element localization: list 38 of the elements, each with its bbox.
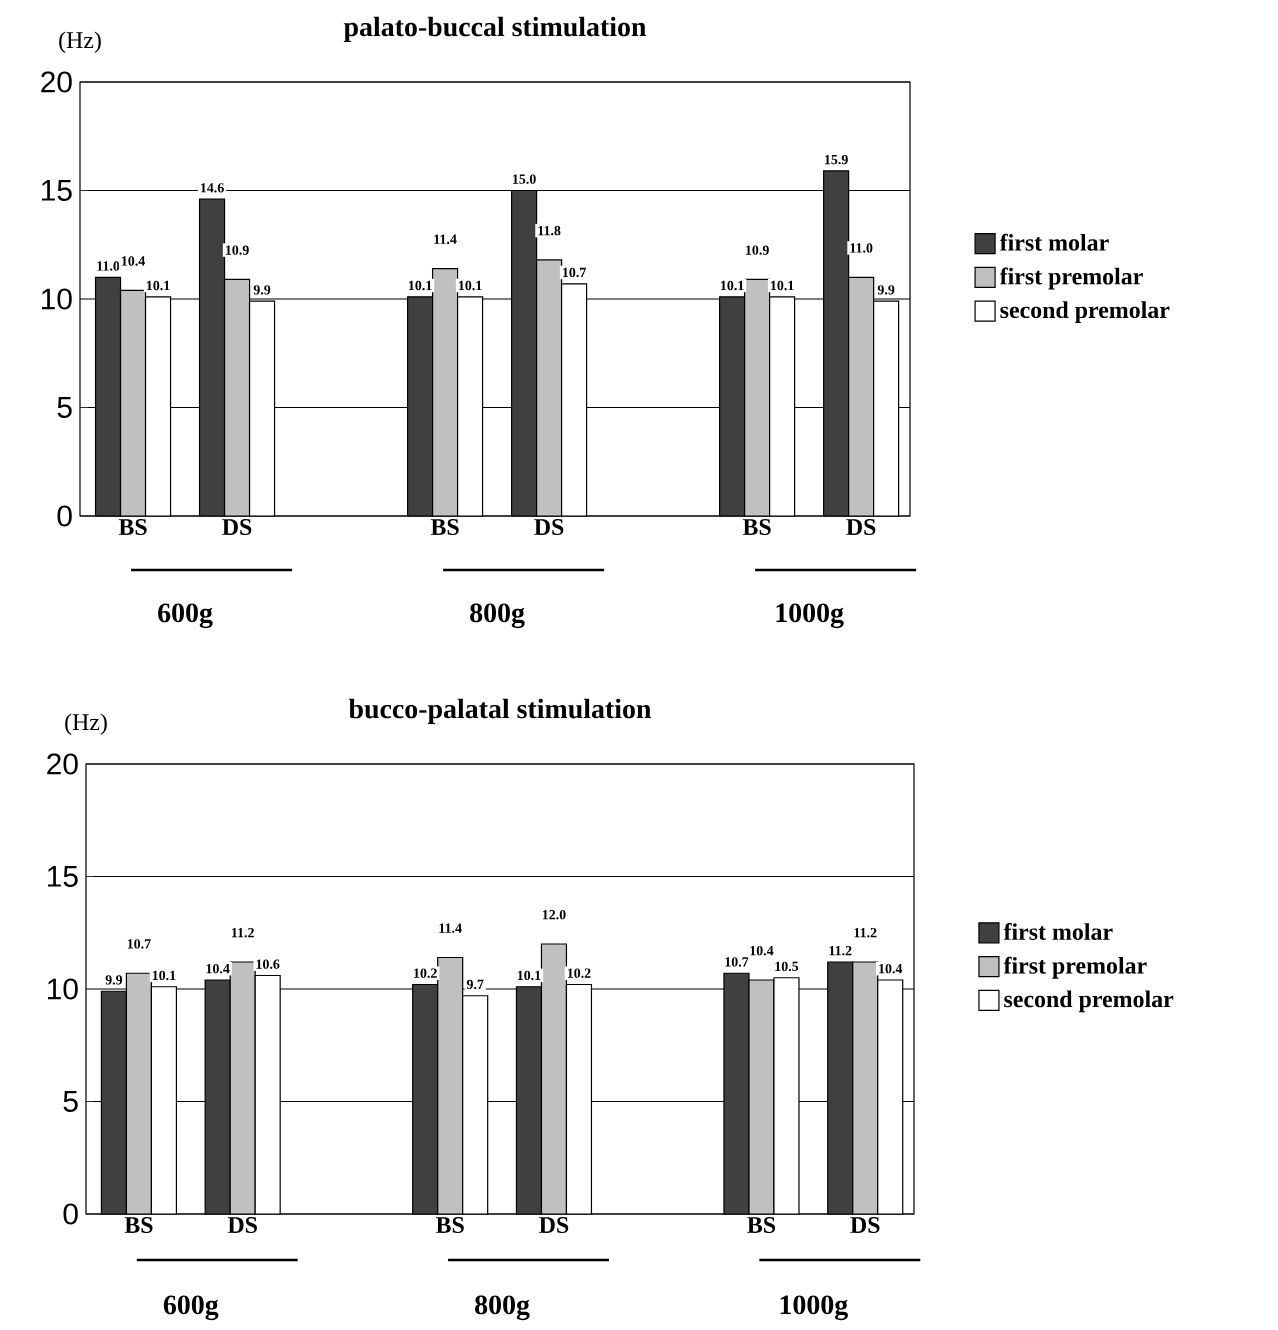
y-axis-title: (Hz) — [65, 713, 107, 736]
x-tick-label: BS — [430, 519, 459, 536]
legend-label: first molar — [1003, 922, 1113, 940]
y-tick-label: 0 — [57, 505, 72, 527]
y-tick-label: 5 — [57, 397, 72, 418]
legend-label: second premolar — [1004, 990, 1174, 1013]
x-tick-label: DS — [222, 519, 252, 536]
x-tick-label: DS — [850, 1217, 880, 1234]
chart-title: bucco-palatal stimulation — [348, 698, 652, 724]
text: 1000g — [776, 603, 844, 629]
x-tick-label: BS — [124, 1217, 153, 1234]
y-tick-label: 10 — [42, 288, 72, 310]
y-tick-label: 20 — [41, 71, 72, 93]
y-tick-label: 10 — [48, 978, 78, 1000]
x-tick-label: BS — [742, 519, 771, 536]
text: 600g — [163, 1295, 219, 1321]
x-tick-label: BS — [118, 519, 147, 536]
text: 600g — [158, 603, 213, 629]
y-tick-label: 15 — [48, 866, 78, 887]
x-tick-label: DS — [846, 519, 876, 536]
y-tick-label: 0 — [63, 1203, 78, 1225]
y-axis-title: (Hz) — [59, 31, 101, 54]
x-tick-label: DS — [227, 1217, 257, 1234]
y-tick-label: 5 — [63, 1091, 78, 1112]
x-tick-label: BS — [747, 1217, 776, 1234]
legend-label: first premolar — [1003, 956, 1147, 979]
legend-label: first molar — [999, 233, 1109, 251]
x-tick-label: DS — [539, 1217, 569, 1234]
chart-title: palato-buccal stimulation — [343, 16, 647, 42]
x-tick-label: BS — [435, 1217, 464, 1234]
text: 800g — [470, 603, 525, 629]
text: 800g — [475, 1295, 530, 1321]
text: 1000g — [780, 1295, 848, 1321]
legend-label: first premolar — [999, 267, 1143, 290]
legend-label: second premolar — [1000, 301, 1170, 323]
x-tick-label: DS — [534, 519, 564, 536]
y-tick-label: 15 — [42, 180, 72, 201]
y-tick-label: 20 — [47, 753, 78, 775]
